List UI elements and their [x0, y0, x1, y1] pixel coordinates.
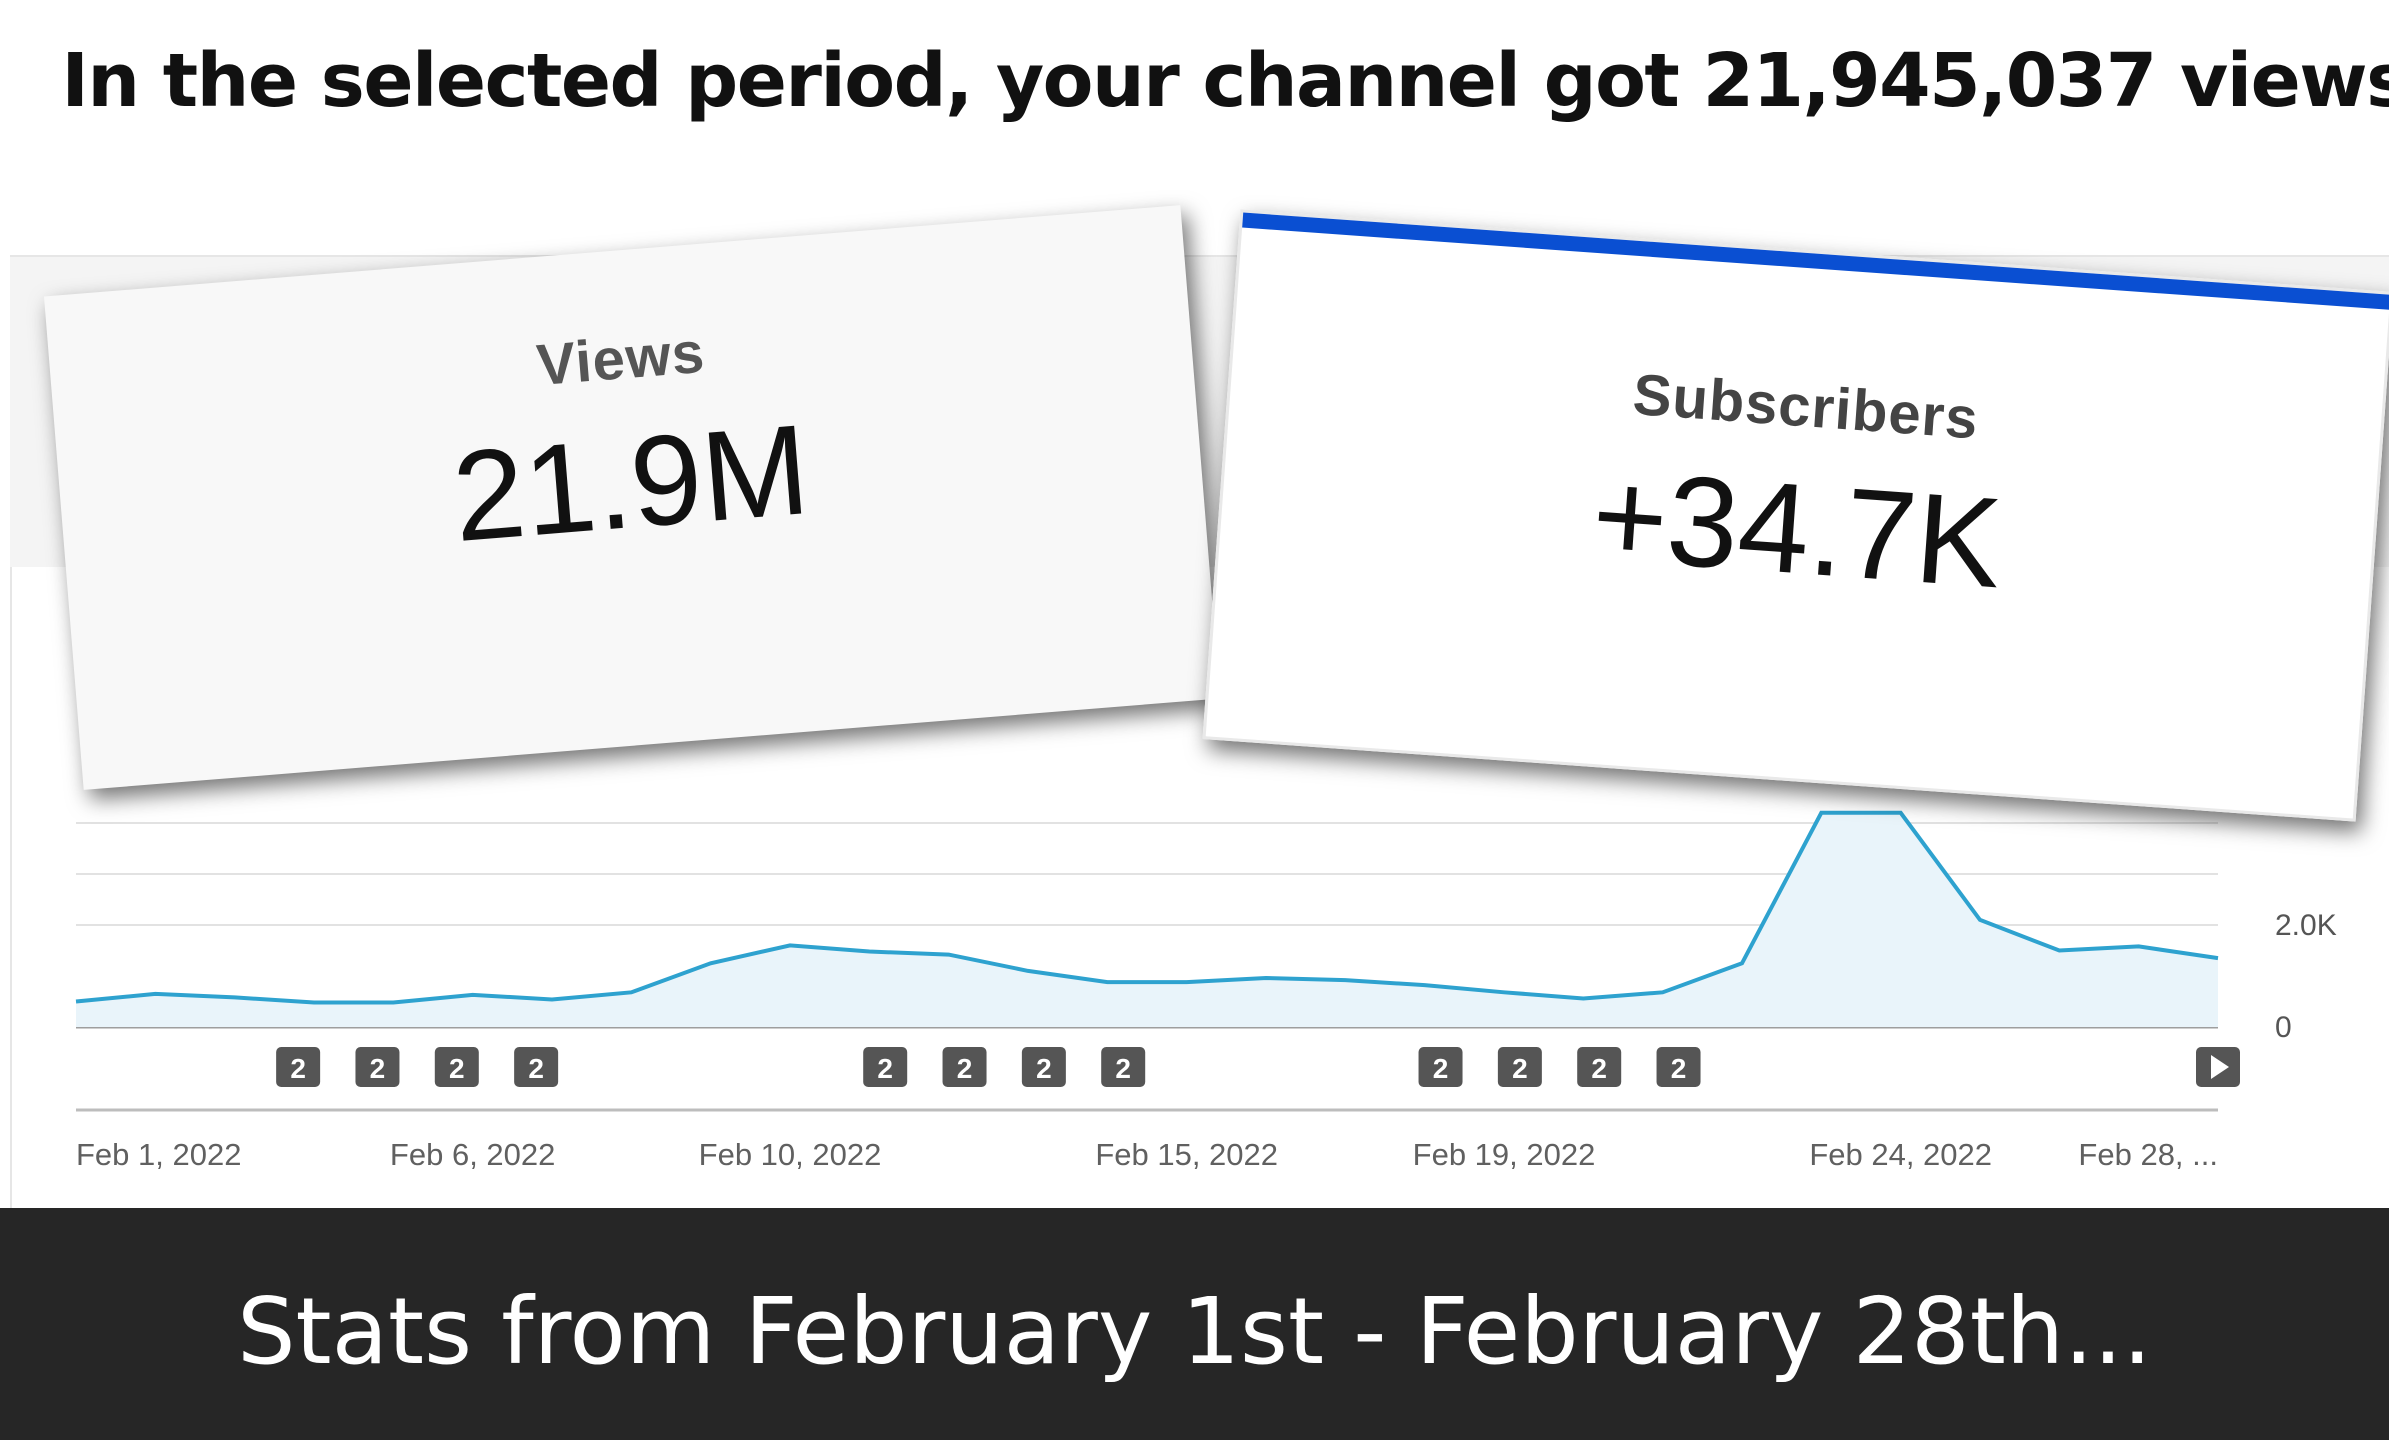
caption-bar: Stats from February 1st - February 28th.… — [0, 1208, 2389, 1440]
views-card[interactable]: Views 21.9M — [43, 205, 1221, 790]
video-marker-label: 2 — [877, 1053, 893, 1084]
video-marker-label: 2 — [1433, 1053, 1449, 1084]
video-marker-label: 2 — [290, 1053, 306, 1084]
video-marker — [1497, 1047, 1542, 1087]
x-tick-label: Feb 10, 2022 — [699, 1137, 882, 1172]
video-marker — [1656, 1047, 1701, 1087]
caption-text: Stats from February 1st - February 28th.… — [237, 1278, 2152, 1385]
video-marker-label: 2 — [1591, 1053, 1607, 1084]
video-marker-label: 2 — [370, 1053, 386, 1084]
video-marker — [1418, 1047, 1463, 1087]
video-marker — [434, 1047, 479, 1087]
x-tick-label: Feb 1, 2022 — [76, 1137, 241, 1172]
video-marker-label: 2 — [1671, 1053, 1687, 1084]
video-marker — [1101, 1047, 1146, 1087]
video-marker-label: 2 — [449, 1053, 465, 1084]
x-tick-label: Feb 19, 2022 — [1413, 1137, 1596, 1172]
y-tick-label: 2.0K — [2275, 909, 2337, 942]
video-marker — [1021, 1047, 1066, 1087]
video-marker-label: 2 — [1512, 1053, 1528, 1084]
x-tick-label: Feb 15, 2022 — [1095, 1137, 1278, 1172]
video-marker — [355, 1047, 400, 1087]
headline: In the selected period, your channel got… — [61, 38, 2389, 124]
video-marker-label: 2 — [1115, 1053, 1131, 1084]
video-marker — [863, 1047, 908, 1087]
series-area — [76, 812, 2218, 1027]
video-marker-label: 2 — [1036, 1053, 1052, 1084]
video-marker-label: 2 — [528, 1053, 544, 1084]
subscribers-card[interactable]: Subscribers +34.7K — [1202, 209, 2389, 822]
video-marker — [276, 1047, 321, 1087]
x-tick-label: Feb 28, ... — [2078, 1137, 2218, 1172]
views-chart: 0 2.0K 2 2 2 2 2 2 2 2 2 2 2 2 Feb 1, 2022 Feb 6, 2022 F… — [75, 810, 2337, 1172]
video-marker-label: 2 — [957, 1053, 973, 1084]
series-line — [75, 810, 2219, 1005]
video-marker — [514, 1047, 559, 1087]
x-tick-label: Feb 6, 2022 — [390, 1137, 555, 1172]
x-tick-label: Feb 24, 2022 — [1809, 1137, 1992, 1172]
video-marker — [1577, 1047, 1622, 1087]
video-marker — [942, 1047, 987, 1087]
play-icon — [2211, 1055, 2229, 1079]
y-tick-label: 0 — [2275, 1011, 2292, 1044]
